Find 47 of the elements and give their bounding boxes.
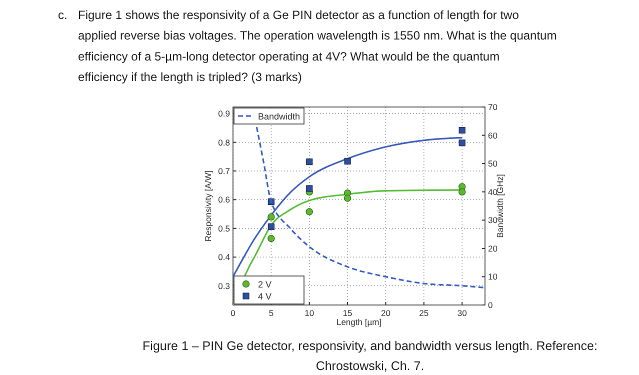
point: [458, 140, 466, 146]
y-tick-label: 0.8: [218, 137, 230, 148]
y2-tick-label: 20: [488, 243, 498, 254]
x-tick-label: 30: [457, 308, 468, 318]
caption: Figure 1 shows the responsivity of a Ge PIN detector as a function of length for two: [78, 8, 520, 22]
legend-label: Bandwidth: [258, 112, 300, 122]
y2-tick-label: 30: [488, 215, 498, 226]
y2-tick-label: 40: [488, 186, 498, 197]
x-axis-title: Length [µm]: [336, 317, 382, 327]
point: [306, 158, 313, 166]
y2-tick-label: 50: [488, 158, 498, 169]
y-axis-title: Responsivity [A/W]: [203, 170, 213, 242]
x-tick-label: 10: [304, 308, 314, 318]
text: efficiency if the length is tripled? (3 marks): [78, 70, 302, 84]
y2-tick-label: 0: [488, 300, 493, 310]
y2-tick-label: 10: [488, 272, 498, 282]
point: [344, 158, 351, 165]
point: [458, 188, 466, 196]
legend-label: 4 V: [258, 292, 272, 302]
text: applied reverse bias voltages. The operation wavelength is 1550 nm. What is the quantum: [78, 28, 557, 43]
point: [344, 194, 352, 202]
point: [268, 223, 274, 230]
y-tick-label: 0.5: [218, 223, 230, 234]
y-tick-label: 0.6: [218, 194, 230, 205]
text: Chrostowski, Ch. 7.: [316, 359, 424, 373]
y-tick-label: 0.7: [218, 166, 230, 176]
x-tick-label: 20: [380, 308, 391, 318]
y-tick-label: 0.3: [218, 280, 230, 291]
line-series: [256, 126, 485, 289]
x-tick-label: 25: [419, 308, 429, 318]
text: efficiency of a 5-µm-long detector operating at 4V? What would be the quantum: [78, 49, 500, 64]
x-tick-label: 0: [230, 308, 236, 318]
text: c.: [58, 8, 68, 22]
y2-tick-label: 60: [488, 130, 498, 140]
point: [306, 208, 313, 216]
y2-tick-label: 70: [488, 102, 498, 112]
caption: Figure 1 – PIN Ge detector, responsivity, and bandwidth versus length. Reference:: [142, 339, 598, 353]
x-tick-label: 15: [342, 308, 353, 318]
x-tick-label: 5: [268, 308, 274, 318]
point: [306, 185, 313, 192]
point: [268, 234, 275, 242]
y-tick-label: 0.9: [218, 108, 230, 119]
point: [268, 213, 275, 221]
point: [458, 126, 466, 134]
y-tick-label: 0.4: [218, 252, 230, 262]
line-series: [233, 136, 463, 278]
legend-label: 2 V: [258, 280, 272, 290]
